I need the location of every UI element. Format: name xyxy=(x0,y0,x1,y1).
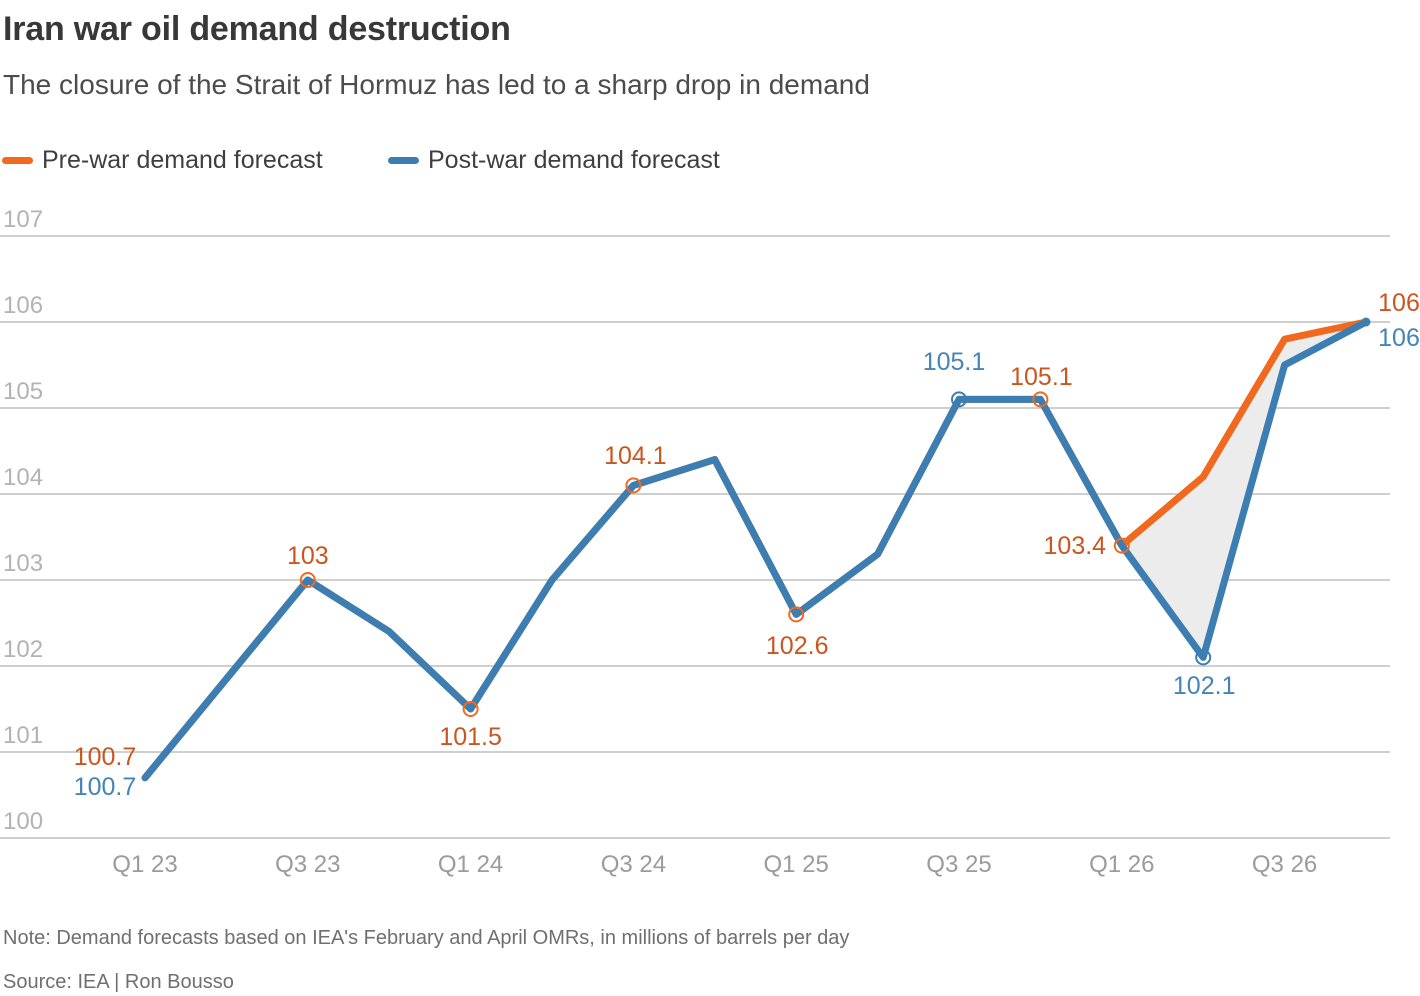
data-label: 103.4 xyxy=(1043,531,1107,560)
series-line-post-war xyxy=(141,318,1370,782)
y-axis-tick-label: 107 xyxy=(3,206,44,233)
y-axis-tick-label: 104 xyxy=(3,464,44,491)
point-marker xyxy=(788,606,805,623)
data-label: 101.5 xyxy=(439,723,502,751)
data-label: 104.1 xyxy=(604,442,667,471)
data-label: 102.6 xyxy=(765,632,829,661)
data-label: 106 xyxy=(1378,289,1420,317)
y-axis-tick-label: 102 xyxy=(3,636,44,663)
data-label: 102.1 xyxy=(1172,672,1236,701)
data-label: 100.7 xyxy=(73,742,137,771)
pre-war-line-swatch-icon xyxy=(2,156,33,164)
x-axis-tick-label: Q1 25 xyxy=(763,851,829,878)
data-label: 105.1 xyxy=(922,348,986,377)
y-axis-tick-label: 105 xyxy=(3,378,44,405)
x-axis-tick-label: Q3 25 xyxy=(926,851,992,878)
post-war-line-swatch-icon xyxy=(388,156,419,164)
x-axis-tick-label: Q1 26 xyxy=(1089,851,1155,878)
data-label: 105.1 xyxy=(1010,363,1073,392)
legend-item-pre-war: Pre-war demand forecast xyxy=(2,144,323,176)
x-axis-tick-label: Q1 24 xyxy=(437,851,504,878)
y-axis-tick-label: 100 xyxy=(3,808,44,835)
data-label: 103 xyxy=(286,542,329,570)
y-axis-tick-label: 106 xyxy=(3,292,44,319)
point-marker xyxy=(462,701,479,717)
point-marker xyxy=(299,572,316,588)
legend-label-post-war: Post-war demand forecast xyxy=(428,145,720,174)
x-axis-tick-label: Q3 24 xyxy=(600,851,667,878)
end-point-dot xyxy=(1361,317,1371,327)
chart-title: Iran war oil demand destruction xyxy=(3,10,511,48)
data-label: 106 xyxy=(1378,324,1420,352)
x-axis-tick-label: Q3 23 xyxy=(275,851,341,878)
point-marker xyxy=(951,391,967,408)
data-label: 100.7 xyxy=(73,772,137,801)
y-axis-tick-label: 103 xyxy=(3,550,44,577)
y-axis-tick-label: 101 xyxy=(3,722,44,749)
chart-source: Source: IEA | Ron Bousso xyxy=(3,971,234,993)
point-marker xyxy=(625,477,642,494)
chart-note: Note: Demand forecasts based on IEA's Fe… xyxy=(3,927,850,949)
x-axis-tick-label: Q1 23 xyxy=(112,851,178,878)
chart-subtitle: The closure of the Strait of Hormuz has … xyxy=(3,69,870,100)
point-marker xyxy=(1195,649,1212,666)
x-axis-tick-label: Q3 26 xyxy=(1251,851,1318,878)
legend-label-pre-war: Pre-war demand forecast xyxy=(42,145,323,174)
point-marker xyxy=(1032,391,1049,408)
point-marker xyxy=(1113,537,1130,554)
legend-item-post-war: Post-war demand forecast xyxy=(388,144,720,176)
